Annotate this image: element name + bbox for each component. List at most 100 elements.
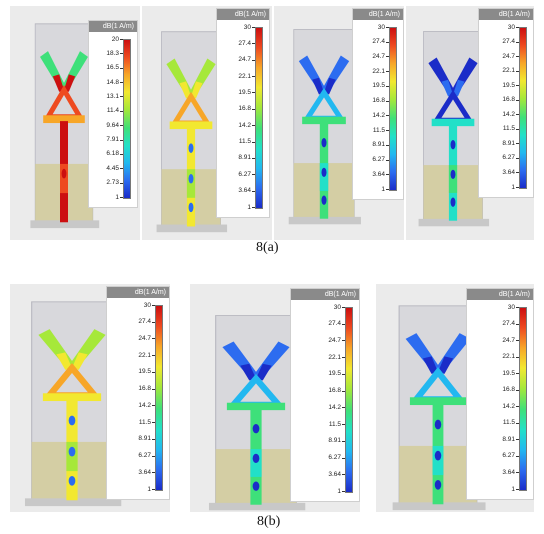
legend-tick-label: 11.4 [106, 107, 119, 115]
legend-tick-label: 6.27 [502, 452, 515, 460]
legend-tick-label: 27.4 [502, 320, 515, 328]
legend-tick-label: 22.1 [502, 353, 515, 361]
legend-tick-mark [342, 373, 345, 375]
panel-a4: dB(1 A/m) 30 27.4 24.7 22.1 19.5 16.8 14.2 11.5 8… [406, 6, 534, 240]
stem-node [434, 479, 442, 490]
base-plate [156, 224, 228, 233]
legend-tick-mark [252, 190, 255, 192]
legend-box: dB(1 A/m) 30 27.4 24.7 22.1 19.5 16.8 14.2 11.5 8… [352, 8, 404, 200]
legend-tick-mark [516, 41, 519, 43]
legend-tick-mark [516, 439, 519, 441]
legend-tick-mark [120, 182, 123, 184]
legend-tick-label: 6.27 [328, 454, 341, 462]
legend-tick-mark [516, 422, 519, 424]
antenna-scene [418, 31, 490, 227]
legend-tick-mark [152, 472, 155, 474]
legend-tick-mark [152, 371, 155, 373]
colorbar [123, 39, 131, 199]
legend-tick-mark [386, 159, 389, 161]
legend-tick-mark [516, 323, 519, 325]
antenna-scene [30, 23, 100, 229]
legend-tick-label: 30 [333, 303, 341, 311]
legend-tick-mark [516, 114, 519, 116]
left-arm-inner [422, 356, 438, 374]
legend-box: dB(1 A/m) 30 27.4 24.7 22.1 19.5 16.8 14.2 11.5 8… [290, 288, 360, 502]
legend-tick-mark [516, 27, 519, 28]
legend-tick-mark [516, 157, 519, 159]
legend-tick-mark [120, 125, 123, 127]
legend-tick-mark [386, 174, 389, 176]
stem-node [321, 167, 327, 177]
stem-node [252, 453, 260, 463]
legend-tick-mark [516, 489, 519, 490]
stem-node [68, 475, 76, 486]
stem-node [61, 137, 67, 148]
crossbar [302, 116, 346, 125]
legend-tick-mark [252, 157, 255, 159]
legend-tick-label: 24.7 [328, 336, 341, 344]
legend-tick-mark [342, 424, 345, 426]
legend-tick-label: 8.91 [238, 154, 251, 162]
legend-tick-mark [516, 455, 519, 457]
legend-tick-mark [252, 27, 255, 28]
legend-tick-mark [152, 405, 155, 407]
legend-tick-label: 22.1 [238, 72, 251, 80]
antenna-scene [24, 301, 122, 507]
legend-tick-label: 6.18 [106, 150, 119, 158]
legend-tick-mark [386, 144, 389, 146]
legend-tick-mark [516, 128, 519, 130]
legend-tick-label: 11.5 [372, 126, 385, 134]
figure-8a: dB(1 A/m) 20 18.3 16.5 14.8 13.1 11.4 9.64 7.91 6… [10, 6, 534, 242]
antenna-scene [288, 29, 361, 225]
legend-tick-label: 8.91 [502, 435, 515, 443]
legend-tick-mark [386, 189, 389, 190]
legend-tick-mark [152, 338, 155, 340]
legend-tick-label: 14.2 [502, 402, 515, 410]
crossbar [169, 121, 213, 130]
legend-tick-label: 4.45 [106, 164, 119, 172]
stem-node [321, 195, 327, 205]
legend-tick-label: 16.5 [106, 64, 119, 72]
legend-box: dB(1 A/m) 30 27.4 24.7 22.1 19.5 16.8 14.2 11.5 8… [478, 8, 534, 198]
legend-tick-mark [516, 389, 519, 391]
colorbar [255, 27, 263, 209]
legend-tick-label: 24.7 [138, 334, 151, 342]
legend-tick-mark [252, 43, 255, 45]
legend-tick-label: 19.5 [372, 82, 385, 90]
legend-tick-label: 1 [247, 203, 251, 211]
legend-tick-mark [252, 174, 255, 176]
legend-tick-label: 27.4 [372, 38, 385, 46]
legend-tick-mark [342, 440, 345, 442]
legend-tick-label: 8.91 [328, 437, 341, 445]
legend-tick-mark [252, 207, 255, 208]
legend-title: dB(1 A/m) [107, 287, 169, 298]
legend-title: dB(1 A/m) [479, 9, 533, 20]
antenna-scene [392, 305, 486, 511]
legend-tick-mark [342, 307, 345, 308]
colorbar [519, 307, 527, 491]
legend-tick-label: 19.5 [138, 368, 151, 376]
stem-node [61, 197, 67, 208]
legend-tick-label: 16.8 [502, 96, 515, 104]
stem-node [188, 173, 194, 184]
base-plate [30, 220, 100, 229]
legend-tick-mark [516, 99, 519, 101]
legend-tick-mark [386, 41, 389, 43]
legend-tick-mark [252, 59, 255, 61]
legend-tick-label: 6.27 [502, 154, 515, 162]
legend-title: dB(1 A/m) [353, 9, 403, 20]
base-plate [392, 502, 486, 511]
legend-tick-label: 16.8 [502, 386, 515, 394]
legend-tick-label: 13.1 [106, 92, 119, 100]
legend-tick-label: 3.64 [502, 168, 515, 176]
legend-tick-label: 1 [115, 193, 119, 201]
colorbar [345, 307, 353, 493]
legend-tick-mark [152, 489, 155, 490]
right-arm-inner [324, 77, 336, 95]
stem-node [252, 481, 260, 491]
legend-tick-mark [120, 197, 123, 198]
crossbar [431, 118, 475, 127]
legend-tick-mark [516, 340, 519, 342]
legend-tick-mark [516, 187, 519, 188]
legend-tick-label: 19.5 [238, 88, 251, 96]
